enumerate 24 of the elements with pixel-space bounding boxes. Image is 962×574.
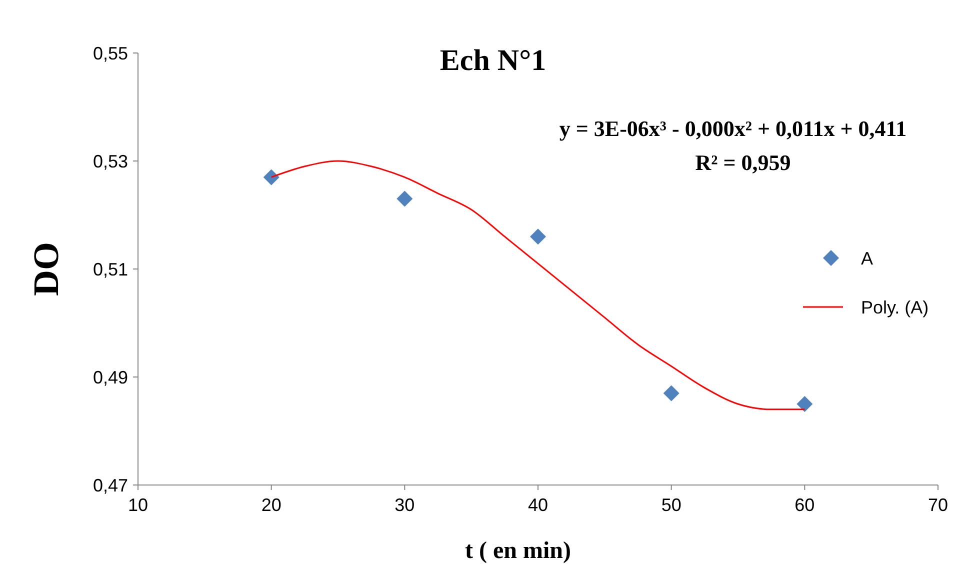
y-axis-title: DO: [26, 242, 66, 296]
x-tick-label: 50: [661, 495, 682, 515]
y-tick-label: 0,53: [92, 151, 128, 172]
legend-label: Poly. (A): [861, 297, 929, 318]
point: [530, 228, 546, 245]
x-tick-label: 40: [528, 495, 548, 515]
x-tick-label: 10: [128, 495, 148, 515]
point: [663, 385, 680, 402]
y-tick-label: 0,47: [92, 475, 128, 496]
x-tick-label: 30: [394, 495, 415, 515]
legend-label: A: [861, 248, 874, 268]
point: [396, 190, 413, 207]
y-tick-label: 0,51: [92, 259, 128, 280]
x-axis-title: t ( en min): [465, 538, 571, 564]
x-tick-label: 70: [928, 495, 948, 515]
x-tick-label: 20: [261, 495, 282, 515]
chart-title: Ech N°1: [440, 44, 546, 77]
y-tick-label: 0,55: [92, 43, 128, 64]
annotation: y = 3E-06x³ - 0,000x² + 0,011x + 0,411: [559, 116, 907, 141]
y-tick-label: 0,49: [92, 367, 128, 388]
x-tick-label: 60: [794, 495, 815, 515]
point: [796, 396, 813, 412]
point: [263, 169, 280, 186]
annotation: R² = 0,959: [695, 150, 791, 175]
